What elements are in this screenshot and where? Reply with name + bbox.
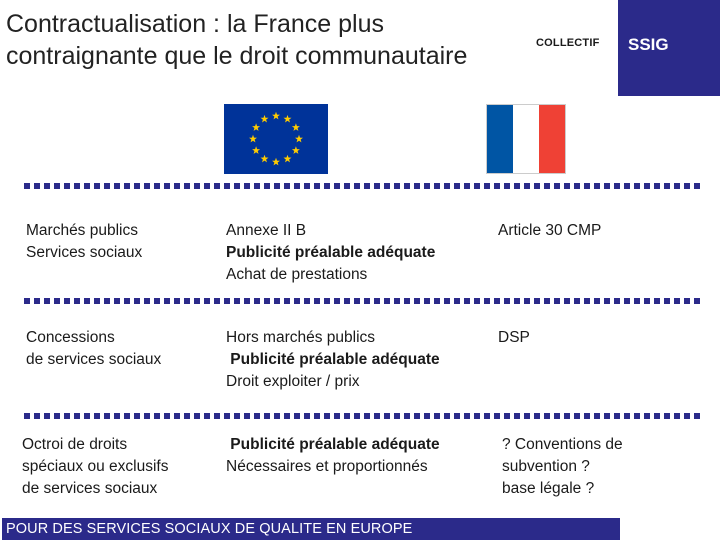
french-flag-white: [513, 104, 539, 174]
eu-star-icon: [295, 134, 303, 143]
eu-flag-icon: [224, 104, 328, 174]
eu-star-icon: [272, 157, 280, 166]
row-2-category: Concessions de services sociaux: [26, 329, 162, 368]
row-1-fr-rule: Article 30 CMP: [498, 222, 602, 239]
collectif-label: COLLECTIF: [536, 37, 600, 49]
row-3-eu-rule: Publicité préalable adéquate Nécessaires…: [226, 436, 440, 475]
row-divider-3: [24, 413, 700, 419]
ssig-logo-block: SSIG: [618, 0, 720, 96]
eu-stars: [249, 111, 303, 166]
eu-star-icon: [260, 154, 269, 163]
row-1-eu-rule: Annexe II B Publicité préalable adéquate…: [226, 222, 436, 283]
row-1-category: Marchés publics Services sociaux: [26, 222, 143, 261]
row-divider-1: [24, 183, 700, 189]
french-flag-red: [539, 104, 566, 174]
eu-star-icon: [283, 114, 292, 123]
eu-star-icon: [252, 146, 261, 154]
row-2-eu-rule: Hors marchés publics Publicité préalable…: [226, 329, 440, 390]
eu-star-icon: [260, 114, 269, 123]
eu-star-icon: [291, 123, 300, 131]
row-divider-2: [24, 298, 700, 304]
footer-text: POUR DES SERVICES SOCIAUX DE QUALITE EN …: [6, 521, 413, 537]
french-flag-icon: [486, 104, 566, 174]
eu-star-icon: [272, 111, 280, 120]
eu-star-icon: [283, 154, 292, 163]
title-line-1: Contractualisation : la France plus: [6, 10, 384, 38]
row-3-category: Octroi de droits spéciaux ou exclusifs d…: [22, 436, 169, 497]
eu-star-icon: [249, 134, 257, 143]
eu-star-icon: [252, 123, 261, 131]
title-line-2: contraignante que le droit communautaire: [6, 42, 468, 70]
row-3-fr-rule: ? Conventions de subvention ? base légal…: [502, 436, 623, 497]
footer-banner: POUR DES SERVICES SOCIAUX DE QUALITE EN …: [2, 518, 620, 540]
ssig-label: SSIG: [628, 35, 669, 54]
slide-title: Contractualisation : la France plus cont…: [6, 8, 526, 72]
eu-star-icon: [291, 146, 300, 154]
row-2-fr-rule: DSP: [498, 329, 530, 346]
french-flag-blue: [486, 104, 513, 174]
